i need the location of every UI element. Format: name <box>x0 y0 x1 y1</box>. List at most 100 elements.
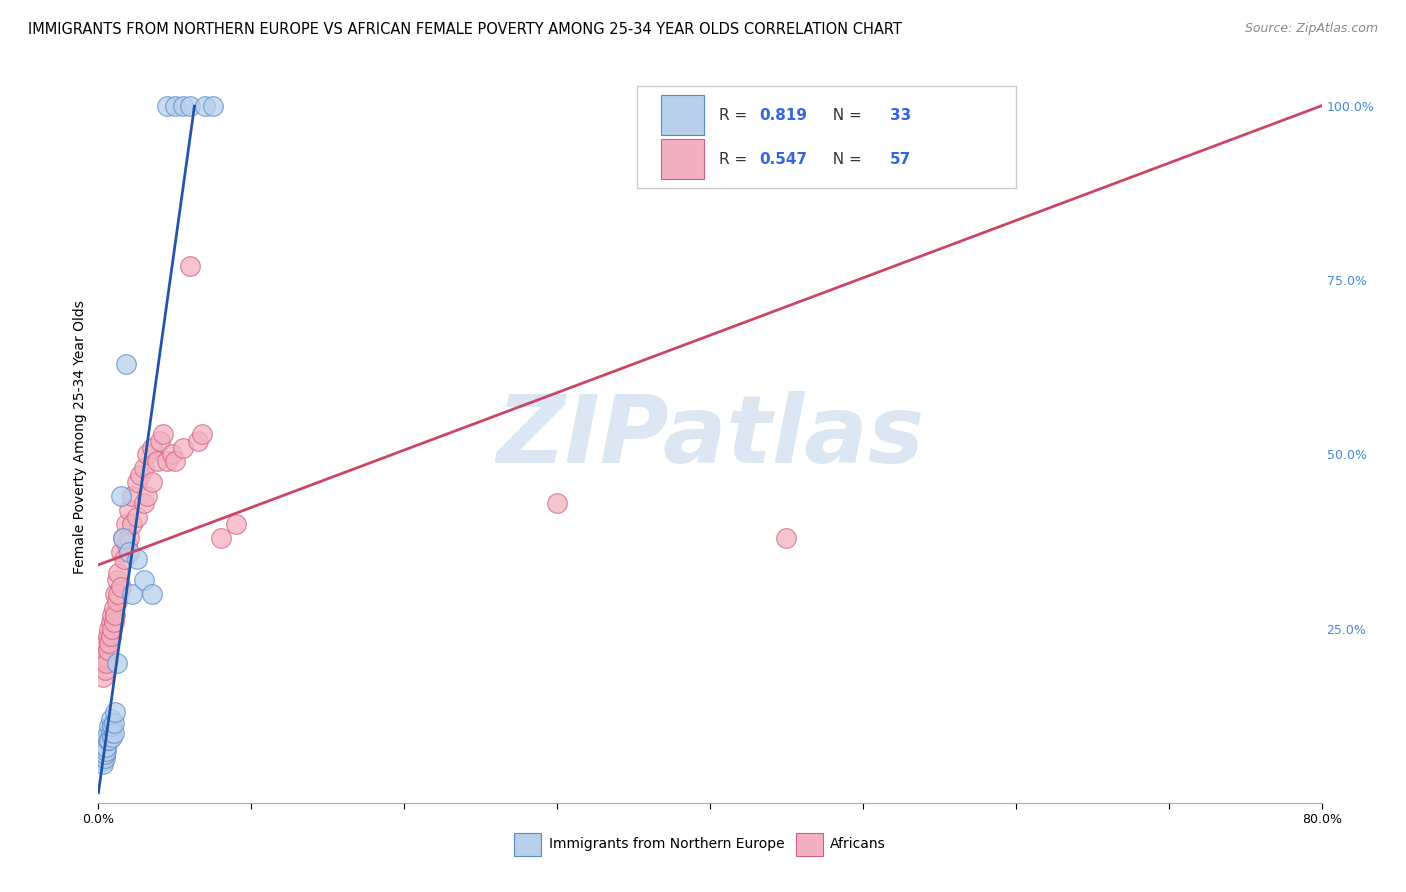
Point <box>100 726 122 740</box>
Text: R =: R = <box>718 108 752 123</box>
Text: R =: R = <box>718 152 752 167</box>
Point <box>209 531 232 545</box>
Point <box>163 454 186 468</box>
Point <box>94 743 117 757</box>
Bar <box>515 833 541 856</box>
Text: Source: ZipAtlas.com: Source: ZipAtlas.com <box>1244 22 1378 36</box>
Point <box>94 740 117 755</box>
Point <box>546 496 568 510</box>
Point <box>97 629 120 643</box>
Point <box>125 475 148 490</box>
Point <box>134 496 156 510</box>
Point <box>110 580 132 594</box>
Point <box>97 642 120 657</box>
Point <box>101 730 124 744</box>
Text: IMMIGRANTS FROM NORTHERN EUROPE VS AFRICAN FEMALE POVERTY AMONG 25-34 YEAR OLDS : IMMIGRANTS FROM NORTHERN EUROPE VS AFRIC… <box>28 22 903 37</box>
Point <box>105 573 128 587</box>
Text: ZIPatlas: ZIPatlas <box>496 391 924 483</box>
Point <box>91 754 114 768</box>
Point <box>172 99 194 113</box>
Point <box>118 545 141 559</box>
Point <box>134 461 156 475</box>
Point <box>141 475 163 490</box>
Text: 0.819: 0.819 <box>759 108 807 123</box>
Point <box>94 635 117 649</box>
Point <box>93 750 115 764</box>
Point <box>187 434 209 448</box>
Point <box>103 600 125 615</box>
Point <box>98 719 121 733</box>
Point <box>202 99 225 113</box>
Point <box>101 622 124 636</box>
Text: N =: N = <box>823 152 866 167</box>
Point <box>104 607 127 622</box>
Point <box>97 726 120 740</box>
Point <box>115 517 138 532</box>
Point <box>118 531 141 545</box>
Text: Africans: Africans <box>830 838 886 852</box>
Point <box>136 489 159 503</box>
Point <box>110 489 132 503</box>
Point <box>179 99 201 113</box>
Point <box>225 517 247 532</box>
Point <box>128 468 150 483</box>
Point <box>104 705 127 719</box>
Point <box>974 99 997 113</box>
Text: 57: 57 <box>890 152 911 167</box>
Point <box>121 587 143 601</box>
Point <box>98 635 121 649</box>
Bar <box>796 833 823 856</box>
Point <box>91 642 114 657</box>
Point <box>149 434 172 448</box>
Point <box>125 552 148 566</box>
Point <box>91 757 114 772</box>
Point <box>103 726 125 740</box>
Point <box>134 573 156 587</box>
Point <box>194 99 217 113</box>
Point <box>118 503 141 517</box>
Point <box>110 545 132 559</box>
Text: N =: N = <box>823 108 866 123</box>
Point <box>163 99 186 113</box>
Bar <box>661 95 704 136</box>
Point <box>105 657 128 671</box>
Point <box>125 510 148 524</box>
Point <box>775 531 797 545</box>
Y-axis label: Female Poverty Among 25-34 Year Olds: Female Poverty Among 25-34 Year Olds <box>73 300 87 574</box>
Point <box>141 587 163 601</box>
Text: 33: 33 <box>890 108 911 123</box>
Point <box>117 538 139 552</box>
Point <box>152 426 174 441</box>
Point <box>145 454 167 468</box>
Point <box>101 607 124 622</box>
Point <box>111 531 134 545</box>
Point <box>160 448 183 462</box>
Point <box>90 657 112 671</box>
Point <box>121 489 143 503</box>
Point <box>156 454 179 468</box>
FancyBboxPatch shape <box>637 86 1015 188</box>
Point <box>111 531 134 545</box>
Point <box>141 441 163 455</box>
Point <box>107 566 129 580</box>
Point <box>179 260 201 274</box>
Point <box>93 747 115 761</box>
Point <box>112 552 135 566</box>
Point <box>98 622 121 636</box>
Point <box>136 448 159 462</box>
Point <box>97 733 120 747</box>
Point <box>91 670 114 684</box>
Bar <box>661 139 704 179</box>
Point <box>105 594 128 608</box>
Point <box>172 441 194 455</box>
Point <box>103 715 125 730</box>
Point <box>104 587 127 601</box>
Text: Immigrants from Northern Europe: Immigrants from Northern Europe <box>548 838 785 852</box>
Point <box>98 733 121 747</box>
Point <box>90 747 112 761</box>
Point <box>191 426 214 441</box>
Point <box>100 629 122 643</box>
Point <box>93 664 115 678</box>
Point <box>100 712 122 726</box>
Point <box>94 657 117 671</box>
